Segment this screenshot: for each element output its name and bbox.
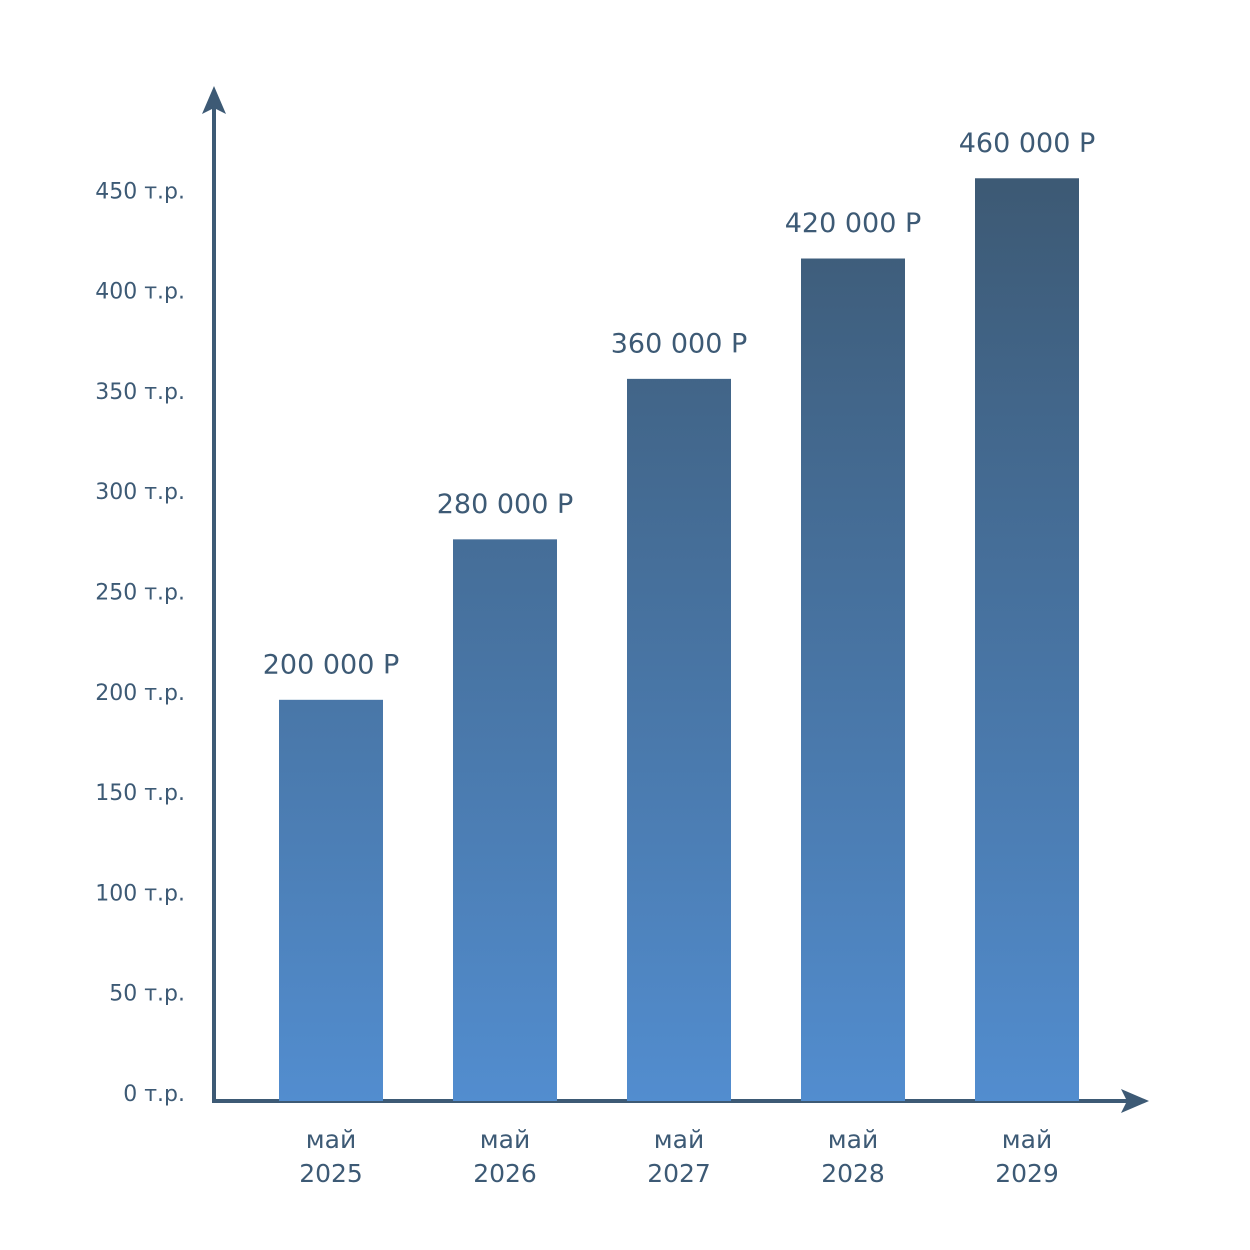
y-tick-label: 250 т.р. (95, 581, 185, 606)
bar (453, 539, 557, 1101)
y-tick-label: 350 т.р. (95, 380, 185, 405)
bar (975, 178, 1079, 1101)
y-tick-label: 450 т.р. (95, 179, 185, 204)
y-axis-arrow (202, 86, 226, 114)
bar (279, 699, 383, 1101)
y-tick-label: 300 т.р. (95, 480, 185, 505)
bar (801, 258, 905, 1101)
value-label: 280 000 Р (437, 489, 574, 520)
value-label: 420 000 Р (785, 208, 922, 239)
y-tick-label: 200 т.р. (95, 681, 185, 706)
bar (627, 378, 731, 1101)
y-tick-label: 0 т.р. (123, 1082, 185, 1107)
x-tick-label: май 2025 (299, 1125, 363, 1188)
y-tick-label: 400 т.р. (95, 280, 185, 305)
y-tick-label: 150 т.р. (95, 781, 185, 806)
y-tick-label: 50 т.р. (109, 982, 185, 1007)
value-label: 360 000 Р (611, 328, 748, 359)
x-tick-label: май 2028 (821, 1125, 885, 1188)
x-tick-label: май 2026 (473, 1125, 537, 1188)
x-tick-label: май 2027 (647, 1125, 711, 1188)
y-tick-label: 100 т.р. (95, 881, 185, 906)
x-axis-arrow (1121, 1089, 1149, 1113)
x-tick-label: май 2029 (995, 1125, 1059, 1188)
value-label: 460 000 Р (959, 128, 1096, 159)
value-label: 200 000 Р (263, 649, 400, 680)
